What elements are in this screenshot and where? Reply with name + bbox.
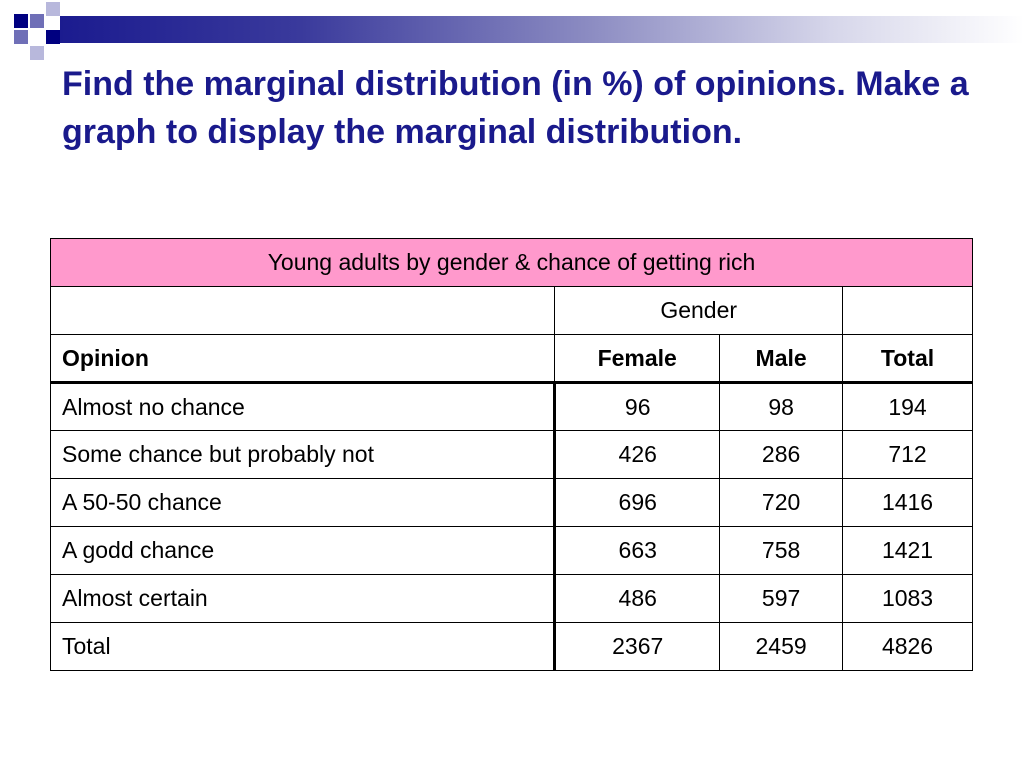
row-total: 712 — [842, 430, 973, 479]
row-male: 597 — [719, 574, 844, 623]
caption-row: Young adults by gender & chance of getti… — [50, 238, 973, 287]
row-male: 98 — [719, 382, 844, 431]
square-mid-2 — [14, 30, 28, 44]
contingency-table: Young adults by gender & chance of getti… — [49, 238, 973, 671]
group-header-row: Gender — [49, 286, 973, 335]
table-row-total: Total 2367 2459 4826 — [49, 622, 973, 671]
row-female: 663 — [554, 526, 721, 575]
column-header-female: Female — [554, 334, 721, 384]
row-female: 426 — [554, 430, 721, 479]
row-total: 1421 — [842, 526, 973, 575]
row-total: 194 — [842, 382, 973, 431]
square-mid-1 — [30, 14, 44, 28]
row-male: 286 — [719, 430, 844, 479]
table-row: Almost certain 486 597 1083 — [49, 574, 973, 623]
row-total: 4826 — [842, 622, 973, 671]
row-female: 96 — [554, 382, 721, 431]
column-header-row: Opinion Female Male Total — [49, 334, 973, 384]
column-header-male: Male — [719, 334, 844, 384]
row-male: 758 — [719, 526, 844, 575]
row-female: 486 — [554, 574, 721, 623]
row-female: 696 — [554, 478, 721, 527]
row-male: 720 — [719, 478, 844, 527]
row-opinion: Total — [49, 622, 557, 671]
group-header-empty-right — [842, 286, 973, 335]
table-caption: Young adults by gender & chance of getti… — [50, 238, 973, 287]
table-row: Some chance but probably not 426 286 712 — [49, 430, 973, 479]
gender-header: Gender — [554, 286, 844, 335]
square-dark-2 — [46, 30, 60, 44]
square-dark-1 — [14, 14, 28, 28]
row-opinion: Almost certain — [49, 574, 557, 623]
square-light-2 — [30, 46, 44, 60]
row-opinion: A 50-50 chance — [49, 478, 557, 527]
column-header-total: Total — [842, 334, 973, 384]
table-row: A godd chance 663 758 1421 — [49, 526, 973, 575]
table-row: A 50-50 chance 696 720 1416 — [49, 478, 973, 527]
row-total: 1083 — [842, 574, 973, 623]
row-opinion: Almost no chance — [49, 382, 557, 431]
row-male: 2459 — [719, 622, 844, 671]
row-opinion: Some chance but probably not — [49, 430, 557, 479]
row-opinion: A godd chance — [49, 526, 557, 575]
table-row: Almost no chance 96 98 194 — [49, 382, 973, 431]
row-female: 2367 — [554, 622, 721, 671]
row-total: 1416 — [842, 478, 973, 527]
square-light-1 — [46, 2, 60, 16]
header-gradient-band — [60, 16, 1024, 43]
column-header-opinion: Opinion — [49, 334, 556, 384]
group-header-empty-left — [49, 286, 556, 335]
slide-title: Find the marginal distribution (in %) of… — [62, 65, 969, 151]
